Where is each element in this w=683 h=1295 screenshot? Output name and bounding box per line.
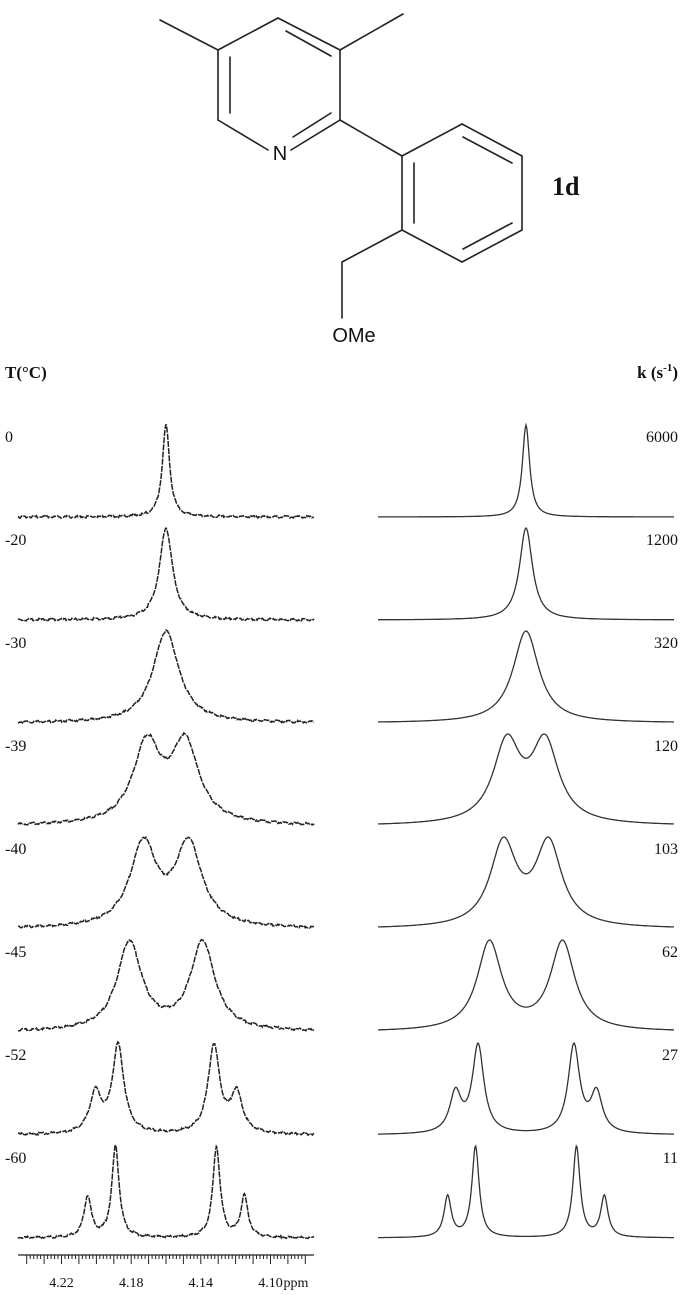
temperature-label: 0	[5, 429, 13, 446]
x-tick-label: 4.14	[189, 1276, 214, 1291]
bond	[461, 229, 523, 263]
temperature-label: -20	[5, 532, 26, 549]
x-tick-label: 4.10	[258, 1276, 283, 1291]
right-header: k (s-1)	[637, 362, 678, 382]
molecule-structure	[159, 13, 523, 319]
simulated-trace	[378, 630, 674, 723]
temperature-label: -30	[5, 635, 26, 652]
simulated-trace	[378, 1041, 674, 1135]
experimental-spectra	[17, 424, 315, 1240]
rate-label: 1200	[646, 532, 678, 549]
experimental-trace	[17, 628, 315, 725]
x-axis	[18, 1254, 314, 1264]
left-header: T(°C)	[5, 363, 47, 382]
rate-label: 27	[662, 1047, 678, 1064]
rate-label: 11	[663, 1150, 678, 1167]
experimental-trace	[17, 526, 315, 622]
simulated-trace	[378, 836, 674, 928]
bond	[462, 136, 513, 164]
rate-label: 6000	[646, 429, 678, 446]
bond	[292, 112, 332, 138]
x-tick-label: 4.22	[49, 1276, 74, 1291]
right-header-close: )	[672, 363, 678, 382]
temperature-label: -52	[5, 1047, 26, 1064]
experimental-trace	[17, 835, 315, 929]
bond	[159, 19, 219, 51]
bond	[339, 119, 403, 157]
rate-label: 320	[654, 635, 678, 652]
simulated-trace	[378, 733, 674, 825]
experimental-trace	[17, 424, 315, 520]
bond	[462, 222, 513, 250]
bond	[401, 123, 463, 157]
right-header-sup: -1	[663, 362, 672, 374]
bond	[401, 229, 463, 263]
experimental-trace	[17, 731, 315, 826]
rate-label: 62	[662, 944, 678, 961]
bond	[341, 229, 403, 263]
simulated-trace	[378, 527, 674, 621]
bond	[290, 119, 341, 151]
simulated-trace	[378, 1144, 674, 1239]
x-tick-label: 4.18	[119, 1276, 144, 1291]
rate-label: 120	[654, 738, 678, 755]
right-header-main: k (s	[637, 363, 663, 382]
rate-labels: 6000 1200 320 120 103 62 27 11	[646, 429, 678, 1167]
bond	[285, 30, 332, 57]
bond	[339, 13, 404, 51]
bond	[217, 119, 269, 151]
temperature-label: -60	[5, 1150, 26, 1167]
temperature-label: -40	[5, 841, 26, 858]
bond	[217, 17, 279, 51]
compound-label: 1d	[552, 172, 580, 201]
temperature-label: -39	[5, 738, 26, 755]
experimental-trace	[17, 1143, 315, 1240]
bond	[461, 123, 523, 157]
x-tick-labels: 4.22 4.18 4.14 4.10	[49, 1276, 283, 1291]
ome-label: OMe	[332, 325, 375, 347]
rate-label: 103	[654, 841, 678, 858]
bond	[277, 17, 341, 51]
simulated-spectra	[378, 422, 674, 1239]
experimental-trace	[17, 938, 315, 1033]
simulated-trace	[378, 422, 674, 518]
experimental-trace	[17, 1040, 315, 1137]
simulated-trace	[378, 939, 674, 1031]
temperature-label: -45	[5, 944, 26, 961]
x-axis-label: ppm	[284, 1276, 309, 1291]
temperature-labels: 0 -20 -30 -39 -40 -45 -52 -60	[5, 429, 26, 1167]
nitrogen-label: N	[273, 143, 287, 165]
